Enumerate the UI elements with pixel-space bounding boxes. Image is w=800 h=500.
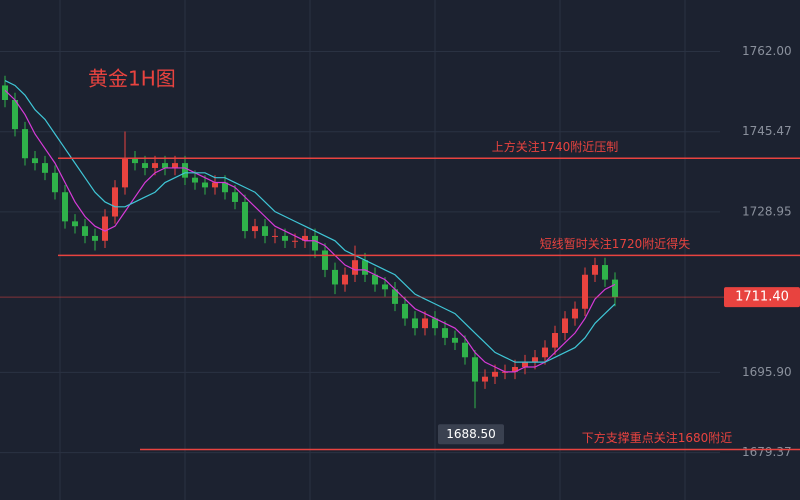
candle-body [222,182,228,193]
candle-body [162,163,168,168]
candle-body [572,308,578,319]
candle-body [32,158,38,164]
moving-average [4,80,616,363]
price-tag-label: 1711.40 [735,290,789,305]
low-marker-label: 1688.50 [446,427,496,441]
candle-body [442,328,448,338]
y-tick-label: 1745.47 [742,124,792,138]
candle-body [372,274,378,285]
candle-body [72,221,78,227]
y-tick-label: 1679.37 [742,445,792,459]
candle-body [482,376,488,382]
y-tick-label: 1695.90 [742,365,792,379]
chart-title: 黄金1H图 [88,67,176,91]
candle-body [462,342,468,358]
candle-body [472,357,478,382]
candle-body [562,318,568,334]
candle-body [232,192,238,202]
candle-body [352,260,358,275]
level-label: 短线暂时关注1720附近得失 [540,236,691,251]
candle-body [42,163,48,173]
candle-body [612,279,618,298]
candle-body [452,337,458,343]
candle-body [402,303,408,319]
candle-body [412,318,418,329]
candle-body [12,100,18,130]
candle-body [602,265,608,280]
candle-body [292,240,298,242]
y-tick-label: 1762.00 [742,44,792,58]
candle-body [102,216,108,241]
candle-body [552,333,558,348]
candle-body [362,260,368,275]
candle-body [262,226,268,236]
candle-body [142,163,148,168]
candle-body [212,182,218,188]
candle-body [192,177,198,183]
candle-body [592,265,598,275]
candle-body [62,192,68,222]
candle-body [532,357,538,363]
candle-body [422,318,428,329]
candle-body [322,250,328,270]
y-tick-label: 1728.95 [742,204,792,218]
candle-body [312,235,318,251]
candle-body [182,163,188,178]
candle-body [582,274,588,309]
candle-body [282,235,288,241]
candle-body [172,163,178,168]
candle-body [52,172,58,193]
candle-body [302,235,308,241]
candle-body [542,347,548,358]
candle-body [522,362,528,367]
candle-body [82,226,88,236]
candle-body [112,187,118,217]
candle-body [2,85,8,100]
candle-body [512,366,518,372]
vertical-grid [59,0,686,500]
level-label: 下方支撑重点关注1680附近 [582,430,733,445]
candle-body [432,318,438,329]
price-tag [724,287,800,308]
level-label: 上方关注1740附近压制 [492,139,619,154]
low-marker-box [438,424,504,445]
candle-body [332,269,338,285]
candle-body [132,158,138,164]
candle-body [342,274,348,285]
moving-average [4,89,616,373]
candle-body [382,284,388,290]
candle-body [272,235,278,237]
candle-body [22,129,28,159]
candle-body [122,158,128,188]
candle-body [202,182,208,188]
candle-body [92,235,98,241]
candle-body [242,201,248,232]
candle-body [492,371,498,377]
candle-body [252,226,258,232]
candle-body [152,163,158,168]
